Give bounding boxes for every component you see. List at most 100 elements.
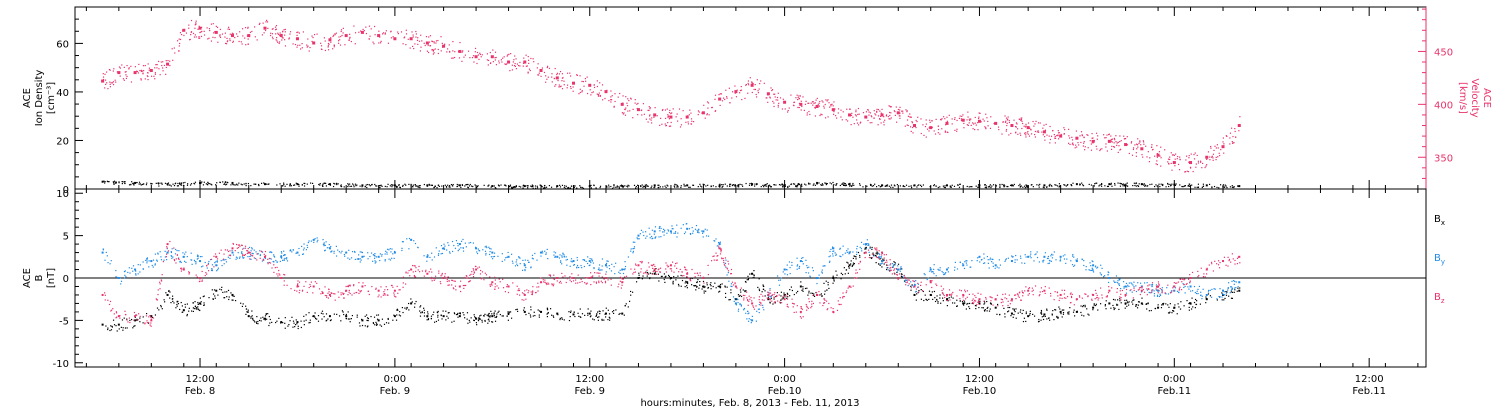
velocity-point (262, 22, 264, 24)
bz-point (686, 272, 689, 275)
velocity-point (1206, 158, 1208, 160)
by-point (154, 263, 156, 265)
bx-point (1195, 303, 1197, 306)
by-point (354, 250, 356, 253)
density-point (644, 185, 646, 188)
by-point (1071, 264, 1074, 266)
velocity-point (610, 99, 612, 101)
velocity-point (656, 115, 658, 117)
density-point (295, 182, 297, 184)
bx-point (322, 313, 324, 315)
bx-point (257, 323, 259, 325)
bz-point (242, 248, 244, 250)
velocity-point (452, 50, 454, 52)
velocity-point (808, 110, 810, 113)
by-point (1047, 262, 1049, 265)
velocity-point (1197, 160, 1200, 162)
by-point (688, 228, 691, 230)
by-point (1065, 262, 1067, 265)
by-point (750, 319, 752, 321)
bx-point (161, 308, 163, 310)
bx-point (263, 318, 265, 320)
by-point (747, 313, 749, 315)
density-point (1055, 184, 1057, 186)
density-point (322, 183, 324, 185)
velocity-point (556, 72, 558, 74)
bx-point (769, 301, 771, 303)
bx-point (423, 309, 425, 311)
velocity-point (636, 107, 638, 110)
bx-point (1012, 316, 1014, 318)
velocity-point (1060, 133, 1062, 136)
velocity-point (1018, 118, 1020, 120)
velocity-point (706, 101, 709, 103)
by-point (493, 252, 496, 254)
bz-point (410, 268, 413, 271)
velocity-point (585, 80, 587, 82)
velocity-point (295, 37, 299, 41)
velocity-point (225, 43, 228, 45)
density-point (416, 185, 418, 187)
by-point (331, 250, 333, 252)
density-point (985, 185, 987, 187)
bx-point (1014, 310, 1016, 313)
velocity-point (1178, 169, 1181, 171)
velocity-point (556, 73, 558, 76)
bx-point (1043, 313, 1046, 316)
bx-point (1087, 313, 1089, 315)
by-point (591, 260, 594, 262)
by-point (561, 256, 563, 258)
bx-point (495, 316, 498, 318)
by-point (1076, 258, 1078, 260)
bx-point (609, 319, 611, 321)
bx-point (843, 267, 845, 269)
velocity-point (171, 48, 173, 50)
by-point (449, 252, 451, 254)
velocity-point (309, 46, 311, 49)
bx-point (883, 259, 885, 261)
velocity-point (1146, 156, 1148, 158)
by-point (1059, 260, 1062, 262)
velocity-point (275, 39, 277, 41)
by-point (1196, 290, 1198, 292)
bx-point (665, 275, 667, 277)
velocity-point (1119, 140, 1121, 143)
by-point (507, 251, 509, 254)
velocity-point (1050, 135, 1053, 137)
by-point (1174, 287, 1177, 289)
velocity-point (1126, 136, 1128, 138)
by-point (638, 238, 640, 240)
density-point (140, 184, 142, 186)
by-point (745, 312, 747, 314)
bx-point (669, 277, 672, 279)
by-point (1198, 285, 1201, 288)
velocity-point (1049, 142, 1051, 144)
density-point (1169, 183, 1171, 185)
density-point (1151, 183, 1153, 185)
bx-point (782, 297, 784, 299)
by-point (715, 238, 717, 240)
density-point (689, 186, 691, 188)
density-point (1026, 185, 1029, 187)
by-point (569, 265, 571, 267)
velocity-point (862, 112, 865, 114)
by-point (966, 260, 968, 262)
bx-point (1231, 291, 1234, 293)
velocity-point (282, 30, 284, 32)
velocity-point (1185, 159, 1187, 161)
bx-point (1015, 308, 1017, 310)
bx-point (232, 299, 234, 301)
density-point (389, 185, 391, 187)
bx-point (453, 320, 455, 322)
velocity-point (782, 98, 784, 100)
density-point (1140, 183, 1143, 186)
velocity-point (231, 34, 235, 38)
bx-point (1174, 304, 1176, 306)
velocity-point (368, 38, 370, 40)
velocity-point (680, 124, 683, 126)
by-point (146, 258, 148, 260)
velocity-point (572, 81, 576, 85)
density-point (187, 183, 189, 185)
by-point (651, 229, 653, 231)
